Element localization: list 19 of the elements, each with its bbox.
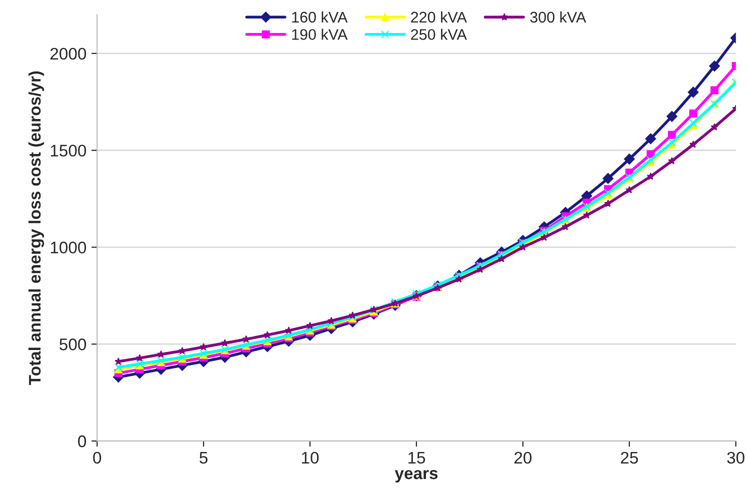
legend-label: 190 kVA: [292, 28, 348, 40]
legend-label: 300 kVA: [530, 11, 586, 23]
x-tick-label: 30: [727, 452, 744, 464]
y-tick-label: 500: [60, 338, 86, 350]
x-tick-label: 10: [302, 452, 319, 464]
y-axis-title: Total annual energy loss cost (euros/yr): [28, 71, 44, 385]
legend-label: 160 kVA: [292, 11, 348, 23]
y-tick-label: 0: [78, 435, 86, 448]
x-tick-label: 20: [514, 452, 532, 464]
legend-label: 220 kVA: [411, 11, 467, 23]
legend-label: 250 kVA: [411, 28, 467, 40]
y-tick-label: 1000: [50, 242, 86, 254]
x-tick-label: 15: [408, 452, 426, 464]
x-tick-label: 25: [620, 452, 638, 464]
y-tick-label: 1500: [50, 144, 86, 157]
x-axis-title: years: [394, 470, 438, 482]
x-tick-label: 5: [200, 452, 208, 464]
y-tick-label: 2000: [50, 48, 86, 60]
x-tick-label: 0: [93, 452, 102, 464]
